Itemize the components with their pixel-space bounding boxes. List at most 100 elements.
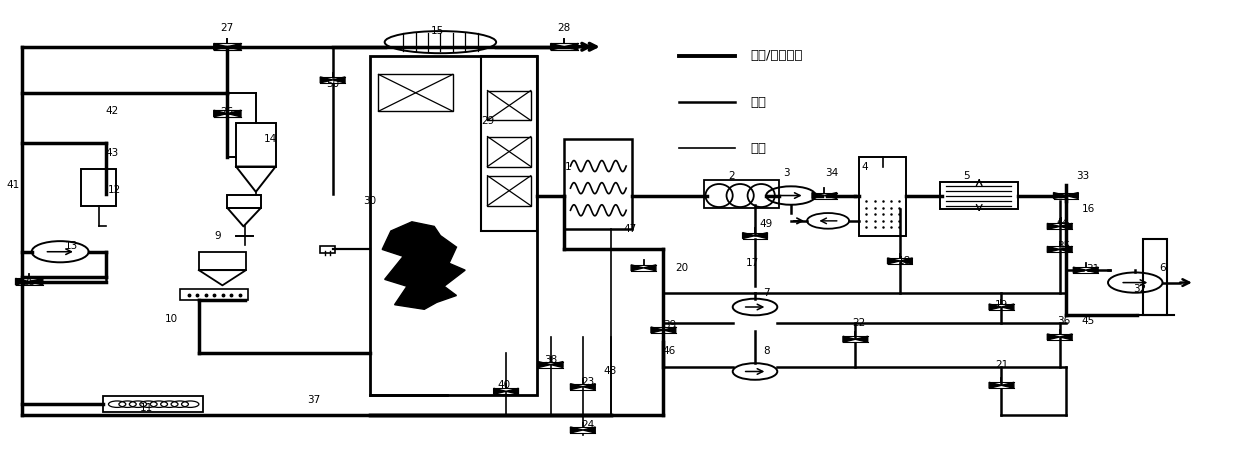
Bar xyxy=(487,176,531,206)
Polygon shape xyxy=(16,279,30,285)
Text: 33: 33 xyxy=(1076,171,1090,181)
Text: 44: 44 xyxy=(1056,217,1070,227)
Bar xyxy=(320,246,335,253)
Polygon shape xyxy=(1060,224,1073,230)
Bar xyxy=(198,252,246,270)
Polygon shape xyxy=(570,427,583,433)
Polygon shape xyxy=(631,265,644,271)
Text: 34: 34 xyxy=(825,169,838,178)
Text: 6: 6 xyxy=(1159,263,1166,273)
Text: 31: 31 xyxy=(1086,264,1100,274)
Text: 35: 35 xyxy=(1056,241,1070,251)
Text: 40: 40 xyxy=(497,380,510,390)
Polygon shape xyxy=(1060,246,1073,252)
Polygon shape xyxy=(990,304,1002,310)
Text: 空气/循环烟气: 空气/循环烟气 xyxy=(750,49,802,62)
Polygon shape xyxy=(843,336,856,342)
Polygon shape xyxy=(663,327,676,333)
Text: 17: 17 xyxy=(746,258,759,268)
Text: 21: 21 xyxy=(994,359,1008,370)
Text: 42: 42 xyxy=(105,106,119,116)
Text: 45: 45 xyxy=(1081,316,1095,326)
Polygon shape xyxy=(1048,334,1060,340)
Text: 46: 46 xyxy=(663,346,676,356)
Polygon shape xyxy=(227,208,260,226)
Polygon shape xyxy=(1066,193,1079,199)
Polygon shape xyxy=(538,362,551,368)
Polygon shape xyxy=(1060,334,1073,340)
Text: 38: 38 xyxy=(544,355,557,365)
Bar xyxy=(1143,239,1168,315)
Bar xyxy=(704,180,779,208)
Bar xyxy=(564,139,632,229)
Polygon shape xyxy=(494,388,506,394)
Polygon shape xyxy=(551,362,563,368)
Polygon shape xyxy=(506,388,518,394)
Bar xyxy=(378,74,453,111)
Text: 25: 25 xyxy=(22,277,36,286)
Polygon shape xyxy=(570,384,583,389)
Bar xyxy=(487,91,531,121)
Text: 41: 41 xyxy=(6,180,20,190)
Polygon shape xyxy=(227,43,241,50)
Polygon shape xyxy=(888,258,900,264)
Polygon shape xyxy=(1002,383,1014,388)
Bar xyxy=(236,123,275,166)
Text: 48: 48 xyxy=(604,366,616,377)
Polygon shape xyxy=(1074,267,1086,273)
Bar xyxy=(481,56,537,231)
Polygon shape xyxy=(1054,193,1066,199)
Polygon shape xyxy=(856,336,868,342)
Bar xyxy=(940,182,1018,209)
Polygon shape xyxy=(651,327,663,333)
Text: 3: 3 xyxy=(782,169,790,178)
Polygon shape xyxy=(213,110,227,117)
Bar xyxy=(103,396,202,412)
Text: 30: 30 xyxy=(363,196,377,206)
Polygon shape xyxy=(30,279,43,285)
Polygon shape xyxy=(755,232,768,238)
Bar xyxy=(859,157,906,236)
Text: 22: 22 xyxy=(852,318,866,328)
Text: 8: 8 xyxy=(763,346,770,356)
Text: 12: 12 xyxy=(108,184,122,195)
Polygon shape xyxy=(644,265,656,271)
Text: 28: 28 xyxy=(558,24,570,33)
Text: 29: 29 xyxy=(481,116,494,127)
Text: 5: 5 xyxy=(963,171,970,181)
Text: 烟气: 烟气 xyxy=(750,141,766,155)
Text: 37: 37 xyxy=(308,395,321,405)
Text: 18: 18 xyxy=(898,256,911,266)
Polygon shape xyxy=(551,43,564,50)
Text: 纯氧: 纯氧 xyxy=(750,96,766,109)
Text: 10: 10 xyxy=(165,314,179,323)
Polygon shape xyxy=(1048,246,1060,252)
Text: 16: 16 xyxy=(1081,204,1095,214)
Text: 15: 15 xyxy=(432,25,445,36)
Bar xyxy=(81,169,115,206)
Polygon shape xyxy=(1048,224,1060,230)
Text: 4: 4 xyxy=(862,162,868,171)
Polygon shape xyxy=(564,43,578,50)
Text: 47: 47 xyxy=(624,224,636,234)
Polygon shape xyxy=(227,110,241,117)
Bar xyxy=(370,56,537,395)
Bar xyxy=(227,195,260,208)
Text: 7: 7 xyxy=(763,288,770,298)
Text: 19: 19 xyxy=(994,300,1008,310)
Text: 11: 11 xyxy=(140,403,154,413)
Polygon shape xyxy=(900,258,913,264)
Text: 23: 23 xyxy=(582,377,594,387)
Text: 26: 26 xyxy=(221,107,234,117)
Text: 24: 24 xyxy=(582,420,594,431)
Text: 49: 49 xyxy=(760,219,773,229)
Polygon shape xyxy=(320,77,332,83)
Polygon shape xyxy=(382,222,465,309)
Text: 39: 39 xyxy=(663,320,676,329)
Polygon shape xyxy=(583,384,595,389)
Text: 20: 20 xyxy=(676,263,688,273)
Text: 32: 32 xyxy=(1133,284,1147,293)
Text: 14: 14 xyxy=(264,134,278,144)
Text: 2: 2 xyxy=(728,171,735,181)
Text: 43: 43 xyxy=(105,148,119,158)
